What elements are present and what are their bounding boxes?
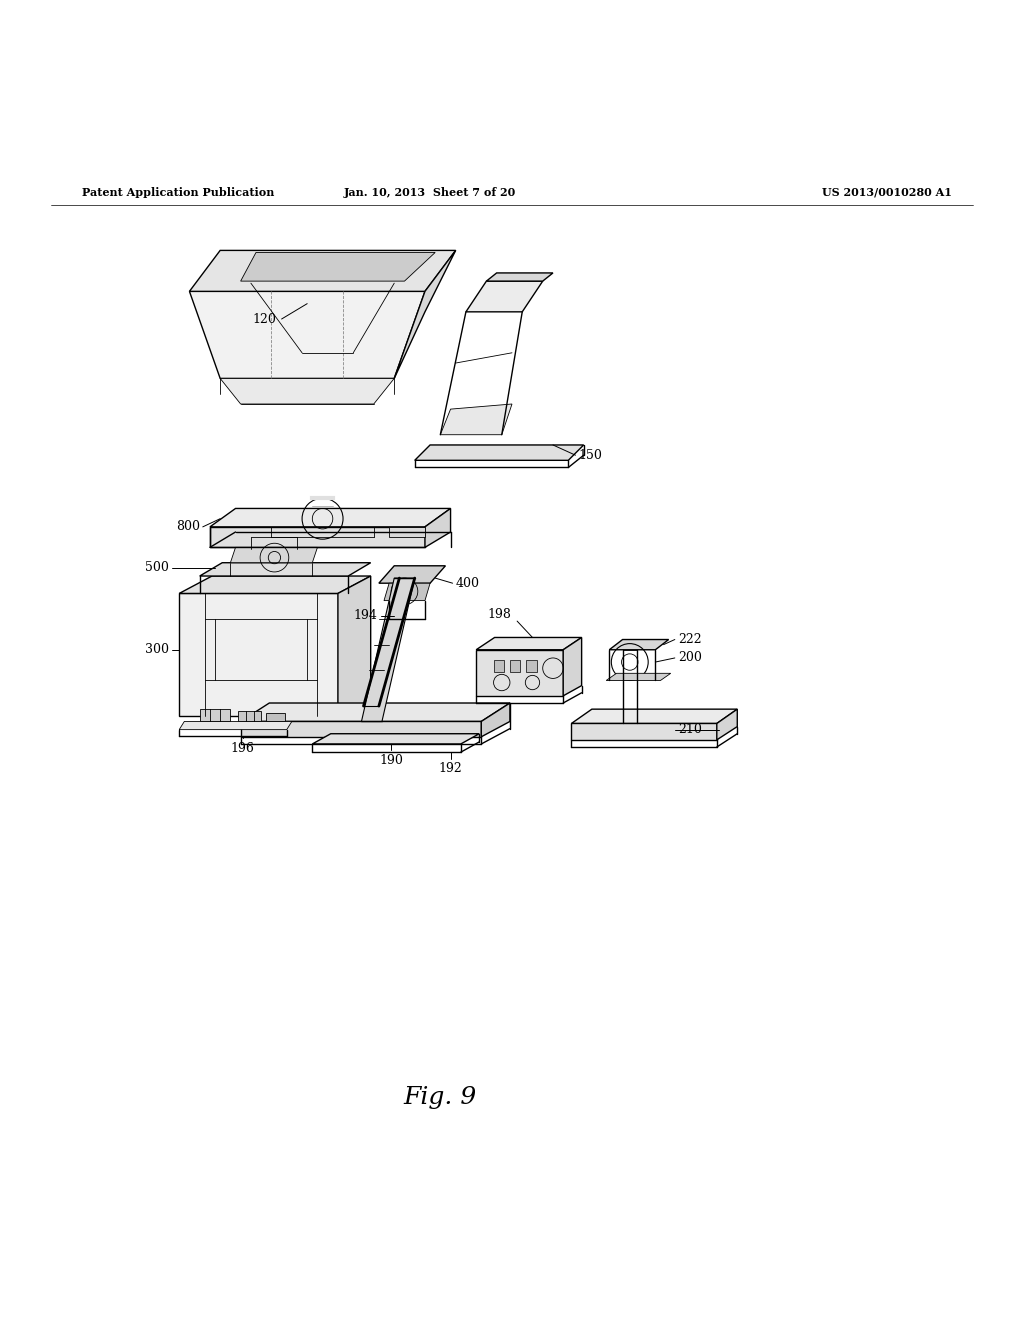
Polygon shape xyxy=(526,660,537,672)
Polygon shape xyxy=(389,527,425,537)
Text: 150: 150 xyxy=(579,449,602,462)
Polygon shape xyxy=(486,273,553,281)
Polygon shape xyxy=(189,292,425,379)
Text: Patent Application Publication: Patent Application Publication xyxy=(82,186,274,198)
Polygon shape xyxy=(384,583,430,601)
Polygon shape xyxy=(571,709,737,723)
Polygon shape xyxy=(425,508,451,548)
Polygon shape xyxy=(179,594,338,717)
Polygon shape xyxy=(379,566,445,583)
Text: 222: 222 xyxy=(678,634,701,645)
Polygon shape xyxy=(606,673,671,681)
Text: 500: 500 xyxy=(145,561,169,574)
Text: 200: 200 xyxy=(678,652,701,664)
Polygon shape xyxy=(338,576,371,717)
Polygon shape xyxy=(179,576,371,594)
Text: 196: 196 xyxy=(230,742,255,755)
Text: 120: 120 xyxy=(253,313,276,326)
Text: 210: 210 xyxy=(678,723,701,737)
Text: 800: 800 xyxy=(176,520,200,533)
Text: 192: 192 xyxy=(438,763,463,775)
Polygon shape xyxy=(415,445,584,461)
Polygon shape xyxy=(494,660,504,672)
Polygon shape xyxy=(266,713,285,722)
Polygon shape xyxy=(476,649,563,696)
Polygon shape xyxy=(200,709,230,722)
Polygon shape xyxy=(241,252,435,281)
Polygon shape xyxy=(394,251,456,379)
Polygon shape xyxy=(241,722,481,737)
Text: 300: 300 xyxy=(145,643,169,656)
Polygon shape xyxy=(312,734,479,744)
Polygon shape xyxy=(200,562,371,576)
Text: US 2013/0010280 A1: US 2013/0010280 A1 xyxy=(822,186,952,198)
Polygon shape xyxy=(210,508,451,527)
Polygon shape xyxy=(440,404,512,434)
Text: 400: 400 xyxy=(456,577,479,590)
Polygon shape xyxy=(189,251,456,292)
Polygon shape xyxy=(361,578,415,722)
Polygon shape xyxy=(210,527,425,548)
Text: 194: 194 xyxy=(353,610,377,623)
Polygon shape xyxy=(717,709,737,741)
Polygon shape xyxy=(481,704,510,737)
Polygon shape xyxy=(571,723,717,741)
Polygon shape xyxy=(510,660,520,672)
Polygon shape xyxy=(563,638,582,696)
Text: Jan. 10, 2013  Sheet 7 of 20: Jan. 10, 2013 Sheet 7 of 20 xyxy=(344,186,516,198)
Polygon shape xyxy=(220,379,394,404)
Polygon shape xyxy=(230,548,317,562)
Polygon shape xyxy=(609,639,669,649)
Polygon shape xyxy=(241,704,510,722)
Text: 198: 198 xyxy=(487,609,512,622)
Text: Fig. 9: Fig. 9 xyxy=(403,1086,477,1109)
Polygon shape xyxy=(238,711,261,722)
Polygon shape xyxy=(476,638,582,649)
Text: 190: 190 xyxy=(379,754,403,767)
Polygon shape xyxy=(179,722,292,730)
Polygon shape xyxy=(466,281,543,312)
